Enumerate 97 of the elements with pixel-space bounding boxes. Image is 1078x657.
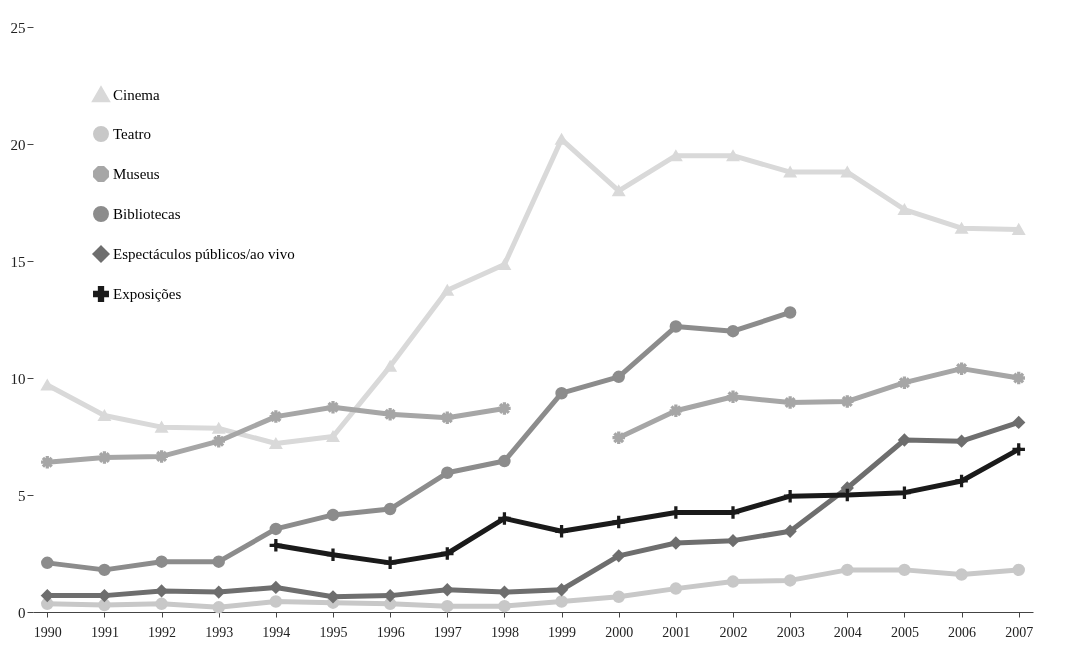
- x-tick-label: 2007: [1005, 624, 1034, 640]
- point: [212, 601, 225, 614]
- point: [783, 166, 797, 178]
- point: [326, 548, 340, 561]
- point: [383, 360, 397, 372]
- x-tick-label: 1997: [433, 624, 462, 640]
- point: [212, 555, 225, 568]
- point: [269, 539, 283, 552]
- point: [726, 150, 740, 162]
- point: [441, 583, 454, 597]
- x-tick-label: 2005: [890, 624, 919, 640]
- point: [612, 590, 625, 604]
- legend-label: Exposições: [113, 286, 182, 302]
- point: [98, 409, 111, 421]
- point: [269, 437, 283, 450]
- point: [669, 320, 683, 333]
- point: [498, 599, 511, 613]
- y-tick-label: 5: [18, 487, 26, 504]
- point: [955, 222, 968, 234]
- point: [841, 563, 854, 577]
- x-tick-label: 1991: [90, 624, 119, 640]
- point: [41, 379, 54, 391]
- point: [669, 536, 683, 550]
- point: [555, 386, 568, 400]
- x-tick-label: 2002: [719, 624, 748, 640]
- point: [98, 598, 111, 612]
- point: [269, 581, 283, 594]
- point: [441, 284, 454, 296]
- point: [212, 422, 225, 434]
- legend-label: Espectáculos públicos/ao vivo: [113, 246, 295, 262]
- point: [726, 534, 740, 547]
- point: [1012, 563, 1025, 577]
- x-tick-label: 1998: [490, 624, 519, 640]
- point: [498, 585, 511, 599]
- point: [955, 568, 968, 581]
- point: [555, 583, 568, 597]
- point: [898, 203, 911, 216]
- point: [669, 150, 683, 162]
- point: [441, 547, 454, 560]
- point: [212, 585, 225, 599]
- x-tick-label: 2000: [605, 624, 634, 640]
- x-tick-label: 1996: [376, 624, 405, 640]
- point: [41, 556, 54, 570]
- point: [612, 370, 625, 384]
- point: [726, 324, 740, 338]
- x-tick-label: 1995: [319, 624, 348, 640]
- point: [955, 434, 968, 448]
- point: [555, 595, 568, 608]
- legend-label: Bibliotecas: [113, 206, 181, 222]
- point: [326, 430, 340, 443]
- y-tick-label: 20: [10, 136, 26, 153]
- y-tick-label: 10: [10, 370, 26, 387]
- point: [383, 502, 397, 516]
- point: [269, 522, 283, 536]
- point: [441, 599, 454, 613]
- point: [498, 512, 511, 525]
- point: [726, 575, 740, 588]
- x-tick-label: 1992: [148, 624, 177, 640]
- point: [1012, 223, 1025, 235]
- x-tick-label: 2001: [662, 624, 691, 640]
- x-tick-label: 1993: [205, 624, 234, 640]
- legend-label: Teatro: [113, 126, 152, 142]
- point: [669, 582, 683, 595]
- point: [955, 474, 968, 488]
- point: [783, 525, 797, 538]
- point: [155, 597, 168, 611]
- point: [326, 508, 340, 522]
- point: [498, 258, 511, 271]
- y-tick-label: 0: [18, 604, 26, 621]
- point: [612, 185, 625, 197]
- point: [612, 549, 625, 563]
- point: [898, 433, 911, 447]
- y-tick-label: 15: [10, 253, 26, 270]
- point: [269, 595, 283, 608]
- point: [98, 563, 111, 577]
- point: [155, 555, 168, 568]
- legend-label: Cinema: [113, 87, 160, 103]
- y-tick-label: 25: [10, 19, 26, 36]
- x-tick-label: 2003: [776, 624, 805, 640]
- point: [498, 454, 511, 468]
- point: [783, 574, 797, 587]
- point: [155, 584, 168, 598]
- point: [326, 590, 340, 604]
- x-tick-label: 1990: [33, 624, 62, 640]
- x-tick-label: 1999: [548, 624, 577, 640]
- x-tick-label: 2004: [833, 624, 862, 640]
- legend-label: Museus: [113, 166, 160, 182]
- point: [441, 466, 454, 479]
- point: [1012, 416, 1025, 429]
- x-tick-label: 2006: [948, 624, 977, 640]
- point: [898, 563, 911, 577]
- point: [555, 525, 568, 538]
- point: [1012, 443, 1025, 456]
- point: [155, 421, 168, 433]
- point: [612, 515, 625, 529]
- x-tick-label: 1994: [262, 624, 291, 640]
- point: [783, 306, 797, 319]
